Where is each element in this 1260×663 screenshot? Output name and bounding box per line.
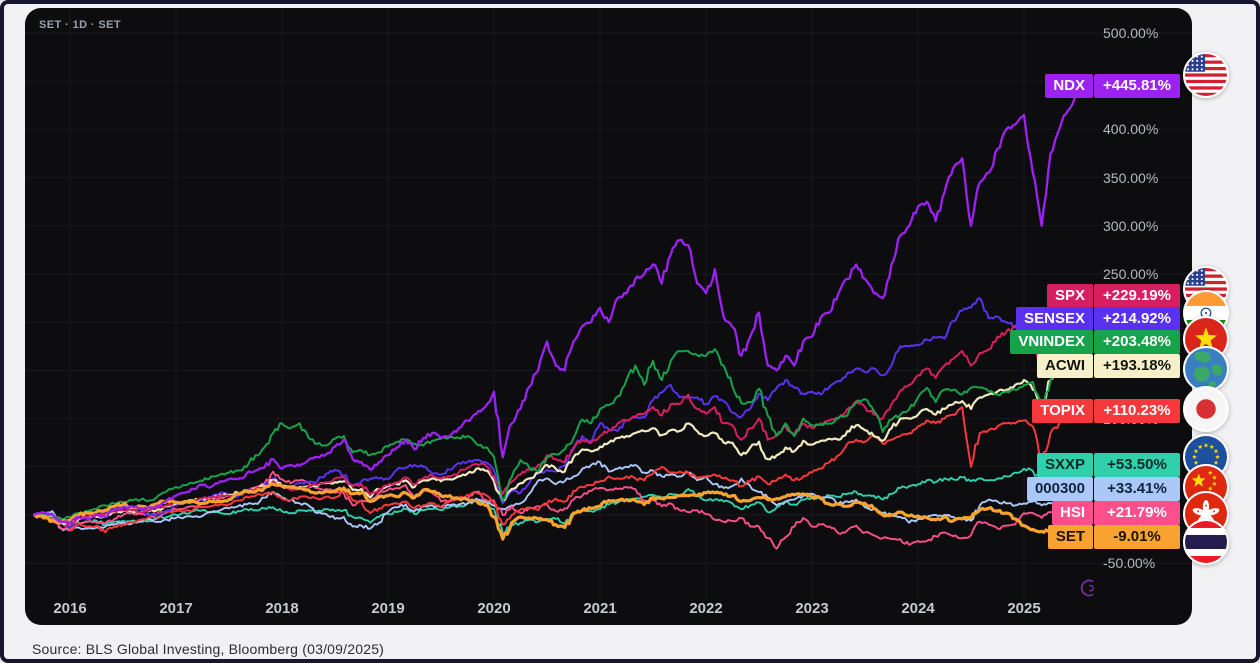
x-tick-label-2016: 2016 (53, 600, 87, 617)
symbol-legend[interactable]: SET · 1D · SET (39, 19, 121, 31)
x-tick-label-2017: 2017 (159, 600, 193, 617)
price-label-vnindex: VNINDEX +203.48% (1010, 330, 1180, 354)
y-tick-label: 300.00% (1103, 218, 1159, 234)
x-tick-label-2023: 2023 (795, 600, 829, 617)
x-tick-label-2024: 2024 (901, 600, 935, 617)
ticker-badge: SENSEX (1016, 307, 1093, 331)
y-tick-label: -50.00% (1103, 555, 1156, 571)
series-line-set[interactable] (33, 482, 1088, 541)
change-value-badge: +203.48% (1094, 330, 1180, 354)
x-tick-label-2020: 2020 (477, 600, 511, 617)
y-tick-label: 350.00% (1103, 170, 1159, 186)
ticker-badge: SPX (1046, 284, 1093, 308)
change-value-badge: +110.23% (1094, 399, 1180, 423)
price-label-000300: 000300 +33.41% (1026, 477, 1180, 501)
ticker-badge: 000300 (1026, 477, 1093, 501)
price-label-sensex: SENSEX +214.92% (1016, 307, 1180, 331)
series-line-sensex[interactable] (33, 297, 1087, 529)
x-tick-label-2018: 2018 (265, 600, 299, 617)
ticker-badge: SET (1047, 525, 1093, 549)
ticker-badge: HSI (1051, 501, 1093, 525)
chart-panel[interactable]: SET · 1D · SET 500.00%450.00%400.00%350.… (25, 8, 1192, 625)
x-tick-label-2025: 2025 (1007, 600, 1041, 617)
price-label-spx: SPX +229.19% (1046, 284, 1180, 308)
x-tick-label-2019: 2019 (371, 600, 405, 617)
change-value-badge: +214.92% (1094, 307, 1180, 331)
change-value-badge: +53.50% (1094, 453, 1180, 477)
flag-th-icon (1183, 519, 1229, 565)
change-value-badge: +229.19% (1094, 284, 1180, 308)
price-label-acwi: ACWI +193.18% (1037, 354, 1180, 378)
series-line-topix[interactable] (33, 406, 1087, 534)
price-label-hsi: HSI +21.79% (1051, 501, 1180, 525)
series-line-sxxp[interactable] (33, 462, 1087, 535)
series-line-vnindex[interactable] (33, 317, 1087, 521)
series-line-ndx[interactable] (33, 84, 1087, 525)
series-line-spx[interactable] (33, 293, 1087, 526)
y-tick-label: 400.00% (1103, 121, 1159, 137)
change-value-badge: +193.18% (1094, 354, 1180, 378)
price-label-ndx: NDX +445.81% (1045, 74, 1180, 98)
ticker-badge: TOPIX (1032, 399, 1093, 423)
y-tick-label: 250.00% (1103, 266, 1159, 282)
x-tick-label-2022: 2022 (689, 600, 723, 617)
ticker-badge: ACWI (1037, 354, 1093, 378)
series-line-acwi[interactable] (33, 327, 1087, 526)
price-label-sxxp: SXXP +53.50% (1036, 453, 1180, 477)
change-value-badge: +445.81% (1094, 74, 1180, 98)
series-line-000300[interactable] (33, 460, 1087, 532)
source-note: Source: BLS Global Investing, Bloomberg … (32, 641, 385, 657)
ticker-badge: VNINDEX (1010, 330, 1093, 354)
change-value-badge: +21.79% (1094, 501, 1180, 525)
gridlines (25, 8, 1192, 600)
price-label-topix: TOPIX +110.23% (1032, 399, 1180, 423)
flag-jp-icon (1183, 386, 1229, 432)
ticker-badge: SXXP (1036, 453, 1093, 477)
ticker-badge: NDX (1045, 74, 1093, 98)
change-value-badge: +33.41% (1094, 477, 1180, 501)
flag-us-icon (1183, 52, 1229, 98)
change-value-badge: -9.01% (1094, 525, 1180, 549)
x-tick-label-2021: 2021 (583, 600, 617, 617)
y-tick-label: 500.00% (1103, 25, 1159, 41)
purple-arc-logo-icon (1080, 578, 1100, 603)
price-chart[interactable] (25, 8, 1192, 625)
price-label-set: SET -9.01% (1047, 525, 1180, 549)
